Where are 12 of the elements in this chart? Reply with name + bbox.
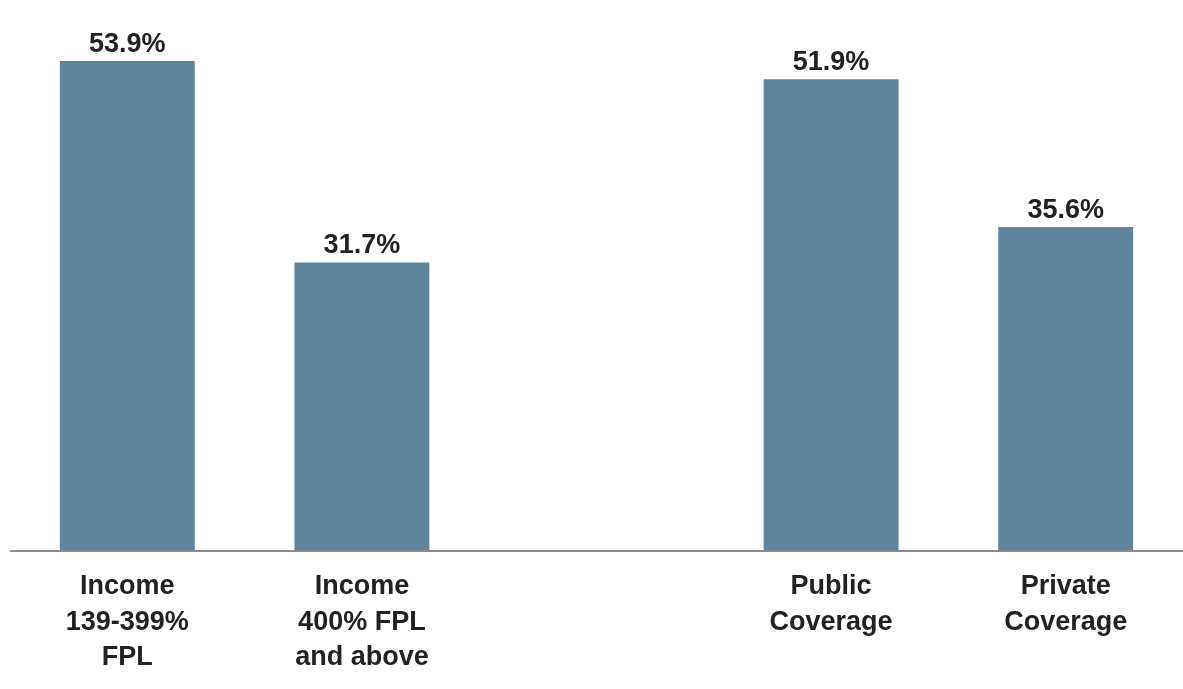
x-tick-label: Income 139-399% FPL	[65, 570, 189, 671]
x-tick-label: Private Coverage	[1004, 570, 1128, 636]
bar	[763, 79, 899, 550]
x-tick-label: Income 400% FPL and above	[295, 570, 429, 671]
data-label: 53.9%	[89, 28, 166, 58]
data-label: 35.6%	[1027, 194, 1104, 225]
data-label: 51.9%	[792, 46, 870, 77]
bar	[294, 262, 430, 550]
x-tick-label: Public Coverage	[769, 570, 893, 636]
bar	[998, 227, 1134, 550]
bar	[59, 61, 195, 550]
data-label: 31.7%	[323, 229, 401, 260]
